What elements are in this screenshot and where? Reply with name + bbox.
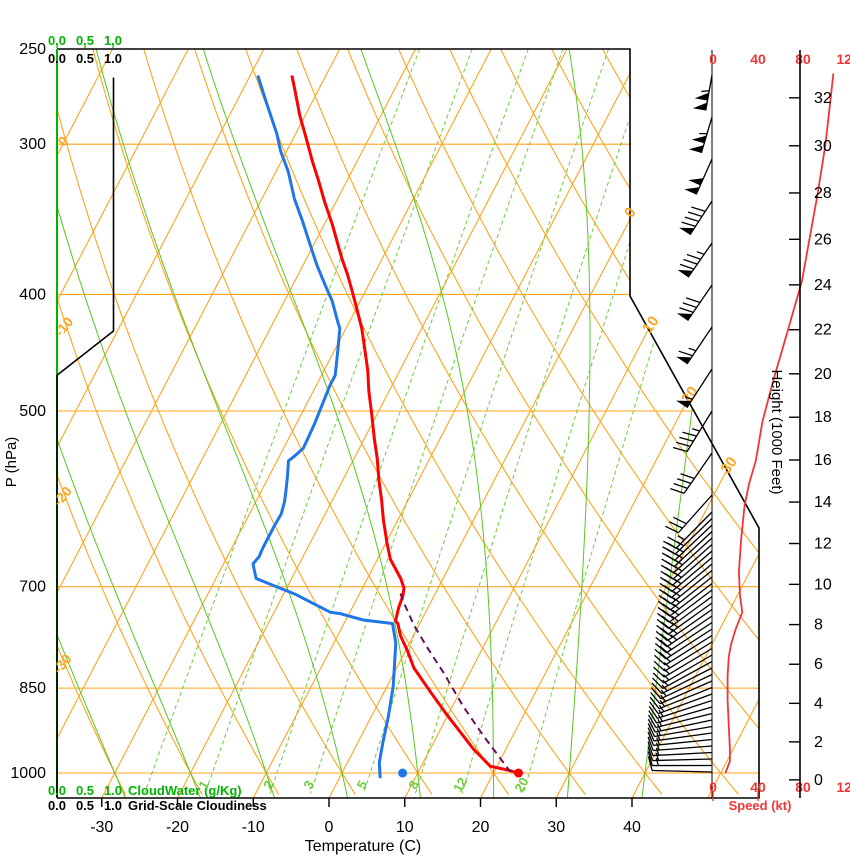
- height-tick-label: 32: [814, 90, 832, 107]
- height-tick-label: 28: [814, 185, 832, 202]
- speed-tick-bottom: 0: [709, 779, 717, 795]
- temperature-axis-title: Temperature (C): [305, 838, 421, 855]
- temperature-tick-label: -30: [90, 819, 113, 836]
- height-tick-label: 10: [814, 576, 832, 593]
- height-tick-label: 26: [814, 231, 832, 248]
- height-tick-label: 6: [814, 656, 823, 673]
- height-axis-title: Height (1000 Feet): [768, 369, 785, 494]
- temperature-tick-label: -20: [166, 819, 189, 836]
- cloudwater-label: CloudWater (g/Kg): [128, 783, 242, 798]
- cloudiness-scale-bottom: 0.0: [48, 798, 66, 813]
- height-tick-label: 20: [814, 366, 832, 383]
- height-tick-label: 2: [814, 734, 823, 751]
- speed-tick-top: 120: [836, 51, 850, 67]
- speed-axis: 0040408080120120Speed (kt): [709, 51, 850, 813]
- pressure-tick-label: 500: [19, 403, 46, 420]
- cloudiness-scale-top: 1.0: [104, 51, 122, 66]
- height-tick-label: 8: [814, 617, 823, 634]
- dewpoint-curve: [251, 75, 398, 779]
- speed-tick-bottom: 80: [795, 779, 811, 795]
- speed-tick-bottom: 40: [750, 779, 766, 795]
- temperature-curve: [290, 75, 519, 775]
- cloudiness-scale-top: 0.5: [76, 51, 94, 66]
- speed-tick-top: 40: [750, 51, 766, 67]
- parcel-path-curve: [399, 593, 518, 774]
- mixing-ratio-label: 20: [511, 775, 531, 795]
- speed-tick-top: 0: [709, 51, 717, 67]
- mixing-ratio-label: 12: [450, 775, 470, 795]
- temperature-tick-label: 0: [325, 819, 334, 836]
- cloudiness-scale-top: 0.0: [48, 51, 66, 66]
- speed-axis-title: Speed (kt): [729, 798, 792, 813]
- pressure-tick-label: 850: [19, 680, 46, 697]
- surface-dewpoint-dot: [398, 768, 408, 778]
- pressure-tick-label: 400: [19, 286, 46, 303]
- height-tick-label: 4: [814, 695, 823, 712]
- cloudwater-scale-top: 0.0: [48, 33, 66, 48]
- wind-speed-curve: [724, 73, 835, 774]
- height-tick-label: 30: [814, 138, 832, 155]
- height-tick-label: 24: [814, 277, 832, 294]
- cloud-scale-labels: 0.00.00.00.00.50.50.50.51.01.01.01.0Clou…: [48, 33, 267, 813]
- isotherm-label: 30: [717, 454, 740, 477]
- isotherm-label: 10: [639, 313, 662, 336]
- height-tick-label: 14: [814, 494, 832, 511]
- temperature-tick-label: 40: [623, 819, 641, 836]
- height-tick-label: 18: [814, 409, 832, 426]
- pressure-tick-label: 700: [19, 579, 46, 596]
- pressure-tick-label: 300: [19, 136, 46, 153]
- pressure-axis-labels: 250 300 400 500 700 850 1000 P (hPa): [3, 41, 46, 782]
- surface-temperature-dot: [513, 768, 523, 778]
- pressure-axis-title: P (hPa): [3, 437, 20, 488]
- cloudwater-scale-bottom: 1.0: [104, 783, 122, 798]
- cloudwater-scale-bottom: 0.5: [76, 783, 94, 798]
- temperature-tick-label: -10: [242, 819, 265, 836]
- cloudiness-label: Grid-Scale Cloudiness: [128, 798, 267, 813]
- cloudiness-profile: [56, 77, 115, 798]
- speed-tick-bottom: 120: [836, 779, 850, 795]
- sounding-profiles: [251, 75, 523, 779]
- cloudwater-scale-top: 0.5: [76, 33, 94, 48]
- temperature-tick-label: 10: [396, 819, 414, 836]
- height-tick-label: 16: [814, 452, 832, 469]
- temperature-tick-label: 30: [547, 819, 565, 836]
- height-tick-label: 22: [814, 322, 832, 339]
- height-tick-label: 0: [814, 772, 823, 789]
- wind-barbs: [647, 50, 713, 798]
- pressure-tick-label: 1000: [10, 765, 46, 782]
- pressure-tick-label: 250: [19, 41, 46, 58]
- cloudwater-scale-bottom: 0.0: [48, 783, 66, 798]
- cloudiness-scale-bottom: 1.0: [104, 798, 122, 813]
- temperature-tick-label: 20: [472, 819, 490, 836]
- height-tick-label: 12: [814, 536, 832, 553]
- speed-tick-top: 80: [795, 51, 811, 67]
- cloudiness-scale-bottom: 0.5: [76, 798, 94, 813]
- temperature-axis: -30 -20 -10 0 10 20 30 40 Temperature (C): [90, 798, 641, 855]
- cloudwater-scale-top: 1.0: [104, 33, 122, 48]
